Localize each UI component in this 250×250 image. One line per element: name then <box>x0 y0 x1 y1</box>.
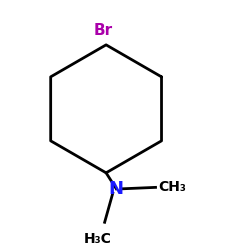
Text: CH₃: CH₃ <box>158 180 186 194</box>
Text: Br: Br <box>94 22 113 38</box>
Text: H₃C: H₃C <box>84 232 111 246</box>
Text: N: N <box>109 180 124 198</box>
